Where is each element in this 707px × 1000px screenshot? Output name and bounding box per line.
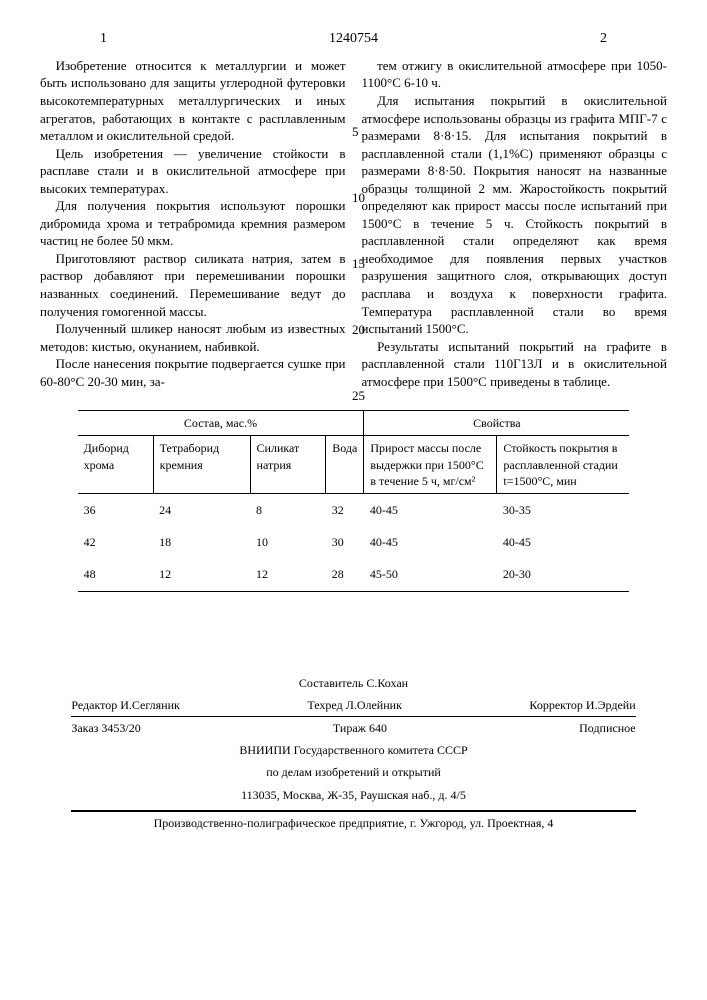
para: Изобретение относится к металлургии и мо…: [40, 57, 346, 145]
tirazh: Тираж 640: [333, 720, 387, 736]
col-num-right: 2: [600, 30, 607, 49]
table-row: 36 24 8 32 40-45 30-35: [78, 494, 630, 527]
org-line: ВНИИПИ Государственного комитета СССР: [71, 739, 635, 761]
line-num: 25: [352, 387, 365, 405]
table-row: 42 18 10 30 40-45 40-45: [78, 526, 630, 558]
col-num-left: 1: [100, 30, 107, 49]
cell: 45-50: [364, 558, 497, 591]
col-header: Диборид хрома: [78, 436, 154, 494]
column-2: тем отжигу в окислительной атмосфере при…: [362, 57, 668, 390]
line-num: 5: [352, 123, 359, 141]
para: Приготовляют раствор силиката натрия, за…: [40, 250, 346, 320]
table-row: 48 12 12 28 45-50 20-30: [78, 558, 630, 591]
col-header: Стойкость покрытия в расплавленной стади…: [497, 436, 630, 494]
compiler: Составитель С.Кохан: [71, 672, 635, 694]
col-header: Прирост массы после выдержки при 1500°С …: [364, 436, 497, 494]
doc-number: 1240754: [329, 30, 378, 49]
cell: 12: [250, 558, 326, 591]
cell: 30-35: [497, 494, 630, 527]
line-num: 10: [352, 189, 365, 207]
cell: 40-45: [364, 494, 497, 527]
page-header: 1 1240754 2: [40, 30, 667, 49]
group-header: Свойства: [364, 411, 630, 436]
cell: 20-30: [497, 558, 630, 591]
para: Цель изобретения — увеличение стойкости …: [40, 145, 346, 198]
footer: Производственно-полиграфическое предприя…: [71, 811, 635, 831]
line-num: 20: [352, 321, 365, 339]
editor: Редактор И.Сегляник: [71, 697, 180, 713]
cell: 12: [153, 558, 250, 591]
tech: Техред Л.Олейник: [307, 697, 402, 713]
cell: 10: [250, 526, 326, 558]
cell: 18: [153, 526, 250, 558]
group-header: Состав, мас.%: [78, 411, 364, 436]
credits-block: Составитель С.Кохан Редактор И.Сегляник …: [71, 672, 635, 831]
para: Для испытания покрытий в окислительной а…: [362, 92, 668, 338]
org-line: по делам изобретений и открытий: [71, 761, 635, 783]
body-columns: 5 10 15 20 25 Изобретение относится к ме…: [40, 57, 667, 390]
para: Полученный шликер наносят любым из извес…: [40, 320, 346, 355]
order: Заказ 3453/20: [71, 720, 140, 736]
sub: Подписное: [579, 720, 636, 736]
cell: 48: [78, 558, 154, 591]
cell: 40-45: [497, 526, 630, 558]
para: тем отжигу в окислительной атмосфере при…: [362, 57, 668, 92]
cell: 8: [250, 494, 326, 527]
cell: 24: [153, 494, 250, 527]
line-num: 15: [352, 255, 365, 273]
cell: 28: [326, 558, 364, 591]
column-1: Изобретение относится к металлургии и мо…: [40, 57, 346, 390]
cell: 30: [326, 526, 364, 558]
cell: 42: [78, 526, 154, 558]
table-body: 36 24 8 32 40-45 30-35 42 18 10 30 40-45…: [78, 494, 630, 592]
para: После нанесения покрытие подвергается су…: [40, 355, 346, 390]
col-header: Силикат натрия: [250, 436, 326, 494]
para: Для получения покрытия используют порошк…: [40, 197, 346, 250]
data-table: Состав, мас.% Свойства Диборид хрома Тет…: [78, 410, 630, 591]
cell: 40-45: [364, 526, 497, 558]
cell: 36: [78, 494, 154, 527]
col-header: Тетраборид кремния: [153, 436, 250, 494]
cell: 32: [326, 494, 364, 527]
col-header: Вода: [326, 436, 364, 494]
address: 113035, Москва, Ж-35, Раушская наб., д. …: [71, 784, 635, 806]
corrector: Корректор И.Эрдейи: [529, 697, 635, 713]
para: Результаты испытаний покрытий на графите…: [362, 338, 668, 391]
